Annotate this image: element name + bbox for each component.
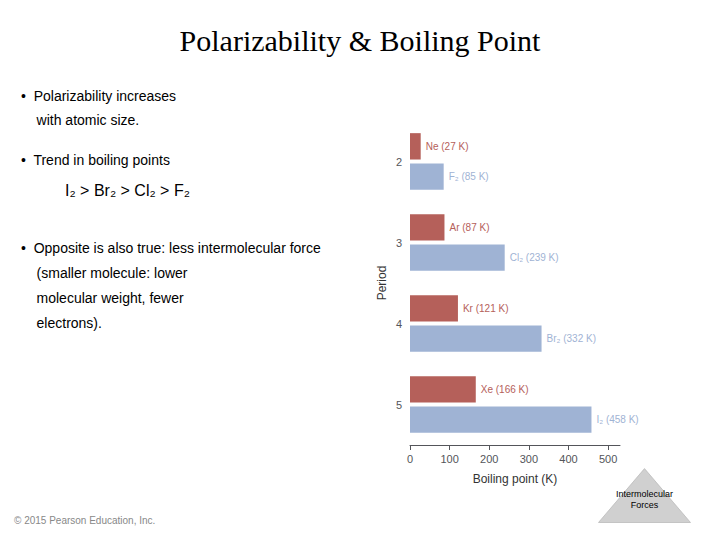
svg-text:I₂ > Br₂ > Cl₂ > F₂: I₂ > Br₂ > Cl₂ > F₂ [65, 182, 190, 199]
svg-text:Forces: Forces [631, 500, 659, 510]
svg-text:with atomic size.: with atomic size. [21, 112, 139, 128]
svg-text:Kr (121 K): Kr (121 K) [463, 303, 509, 314]
svg-text:4: 4 [396, 318, 402, 330]
svg-text:molecular weight, fewer: molecular weight, fewer [21, 290, 184, 306]
svg-text:Xe (166 K): Xe (166 K) [481, 384, 529, 395]
svg-text:Polarizability & Boiling Point: Polarizability & Boiling Point [180, 24, 542, 57]
svg-text:• Opposite is also true: less: • Opposite is also true: less intermolec… [21, 240, 321, 256]
svg-text:Period: Period [375, 266, 389, 301]
svg-text:Ar (87 K): Ar (87 K) [449, 222, 489, 233]
svg-text:Cl₂ (239 K): Cl₂ (239 K) [510, 252, 559, 263]
svg-text:2: 2 [396, 156, 402, 168]
svg-text:I₂ (458 K): I₂ (458 K) [596, 414, 638, 425]
svg-text:Ne (27 K): Ne (27 K) [426, 141, 469, 152]
svg-text:• Trend in boiling points: • Trend in boiling points [21, 152, 170, 168]
svg-text:400: 400 [559, 453, 577, 465]
svg-text:5: 5 [396, 399, 402, 411]
svg-text:500: 500 [599, 453, 617, 465]
svg-text:200: 200 [480, 453, 498, 465]
svg-text:© 2015 Pearson Education, Inc.: © 2015 Pearson Education, Inc. [14, 515, 155, 526]
svg-text:300: 300 [520, 453, 538, 465]
svg-text:3: 3 [396, 237, 402, 249]
svg-text:0: 0 [407, 453, 413, 465]
svg-text:Intermolecular: Intermolecular [616, 489, 673, 499]
svg-text:• Polarizability increases: • Polarizability increases [21, 88, 176, 104]
svg-text:F₂ (85 K): F₂ (85 K) [449, 171, 489, 182]
svg-text:Boiling point (K): Boiling point (K) [473, 472, 558, 486]
svg-text:100: 100 [440, 453, 458, 465]
svg-text:electrons).: electrons). [21, 315, 102, 331]
svg-text:(smaller molecule: lower: (smaller molecule: lower [21, 265, 188, 281]
svg-text:Br₂ (332 K): Br₂ (332 K) [547, 333, 596, 344]
